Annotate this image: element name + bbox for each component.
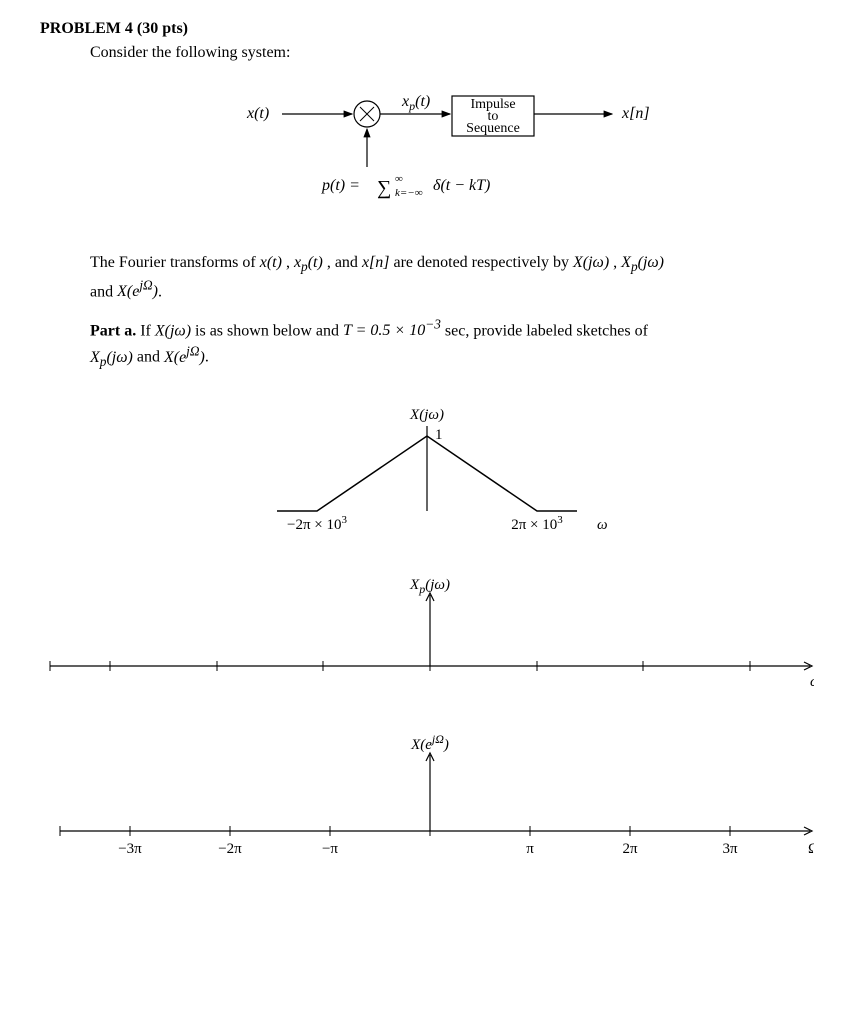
desc-x3: x[n]	[362, 254, 390, 271]
problem-header: PROBLEM 4 (30 pts)	[40, 20, 814, 38]
desc-pre: The Fourier transforms of	[90, 254, 260, 271]
pa-Xp: Xp(jω)	[90, 349, 133, 366]
chart3-t6: 3π	[722, 841, 738, 857]
problem-points: (30 pts)	[137, 20, 188, 37]
block-diagram-svg: x(t) xp(t) Impulse to Sequence x[n] p(t)…	[177, 82, 677, 222]
chart-xejo: X(ejΩ) −3π −2π −π π 2π 3π Ω	[40, 731, 814, 871]
desc-end: .	[158, 283, 162, 300]
pa-end: .	[205, 349, 209, 366]
part-a-text: Part a. If X(jω) is as shown below and T…	[90, 316, 814, 372]
p-eq: p(t) =	[321, 177, 360, 194]
sum-top: ∞	[395, 173, 403, 185]
chart-xjw-svg: X(jω) 1 −2π × 103 2π × 103 ω	[217, 401, 637, 541]
sum-bottom: k=−∞	[395, 187, 423, 199]
fourier-description: The Fourier transforms of x(t) , xp(t) ,…	[90, 252, 814, 304]
sum-symbol: ∑	[377, 177, 391, 199]
charts: X(jω) 1 −2π × 103 2π × 103 ω Xp(jω)	[40, 401, 814, 871]
xp-label: xp(t)	[401, 93, 430, 113]
pa-Xe: X(ejΩ)	[164, 349, 205, 366]
desc-x1: x(t)	[260, 254, 282, 271]
chart-xpjw-svg: Xp(jω) ω	[40, 571, 814, 701]
chart3-title: X(ejΩ)	[410, 732, 449, 753]
chart1-axis-label: ω	[597, 517, 608, 533]
chart1-left-tick: −2π × 103	[287, 514, 348, 533]
pa-t2: is as shown below and	[195, 322, 343, 339]
desc-X2: Xp(jω)	[621, 254, 664, 271]
desc-post: are denoted respectively by	[394, 254, 573, 271]
output-label: x[n]	[621, 105, 650, 122]
desc-X3: X(ejΩ)	[117, 283, 158, 300]
desc-l2-pre: and	[90, 283, 117, 300]
part-a-label: Part a.	[90, 322, 136, 339]
pa-and: and	[137, 349, 164, 366]
pa-t1: If	[140, 322, 155, 339]
chart3-t5: 2π	[622, 841, 638, 857]
chart3-t1: −2π	[218, 841, 242, 857]
desc-x2: xp(t)	[294, 254, 323, 271]
p-eq-right: δ(t − kT)	[433, 177, 490, 194]
desc-X1: X(jω)	[573, 254, 609, 271]
desc-s1: ,	[286, 254, 294, 271]
chart-xjw: X(jω) 1 −2π × 103 2π × 103 ω	[40, 401, 814, 541]
chart2-axis-label: ω	[810, 674, 814, 690]
chart3-axis-label: Ω	[808, 841, 814, 857]
chart1-apex: 1	[435, 427, 443, 443]
pa-t3: sec, provide labeled sketches of	[445, 322, 648, 339]
chart3-t0: −3π	[118, 841, 142, 857]
desc-s2: , and	[327, 254, 362, 271]
chart-xejo-svg: X(ejΩ) −3π −2π −π π 2π 3π Ω	[40, 731, 814, 871]
problem-number: PROBLEM 4	[40, 20, 133, 37]
input-label: x(t)	[246, 105, 269, 122]
desc-s3: ,	[613, 254, 621, 271]
problem-intro: Consider the following system:	[90, 44, 814, 62]
chart3-t2: −π	[322, 841, 338, 857]
chart1-title: X(jω)	[409, 407, 444, 423]
pa-T: T = 0.5 × 10−3	[343, 322, 441, 339]
block-diagram: x(t) xp(t) Impulse to Sequence x[n] p(t)…	[40, 82, 814, 222]
pa-X: X(jω)	[155, 322, 191, 339]
chart3-t4: π	[526, 841, 534, 857]
chart1-right-tick: 2π × 103	[511, 514, 563, 533]
chart-xpjw: Xp(jω) ω	[40, 571, 814, 701]
block-line3: Sequence	[466, 121, 520, 136]
